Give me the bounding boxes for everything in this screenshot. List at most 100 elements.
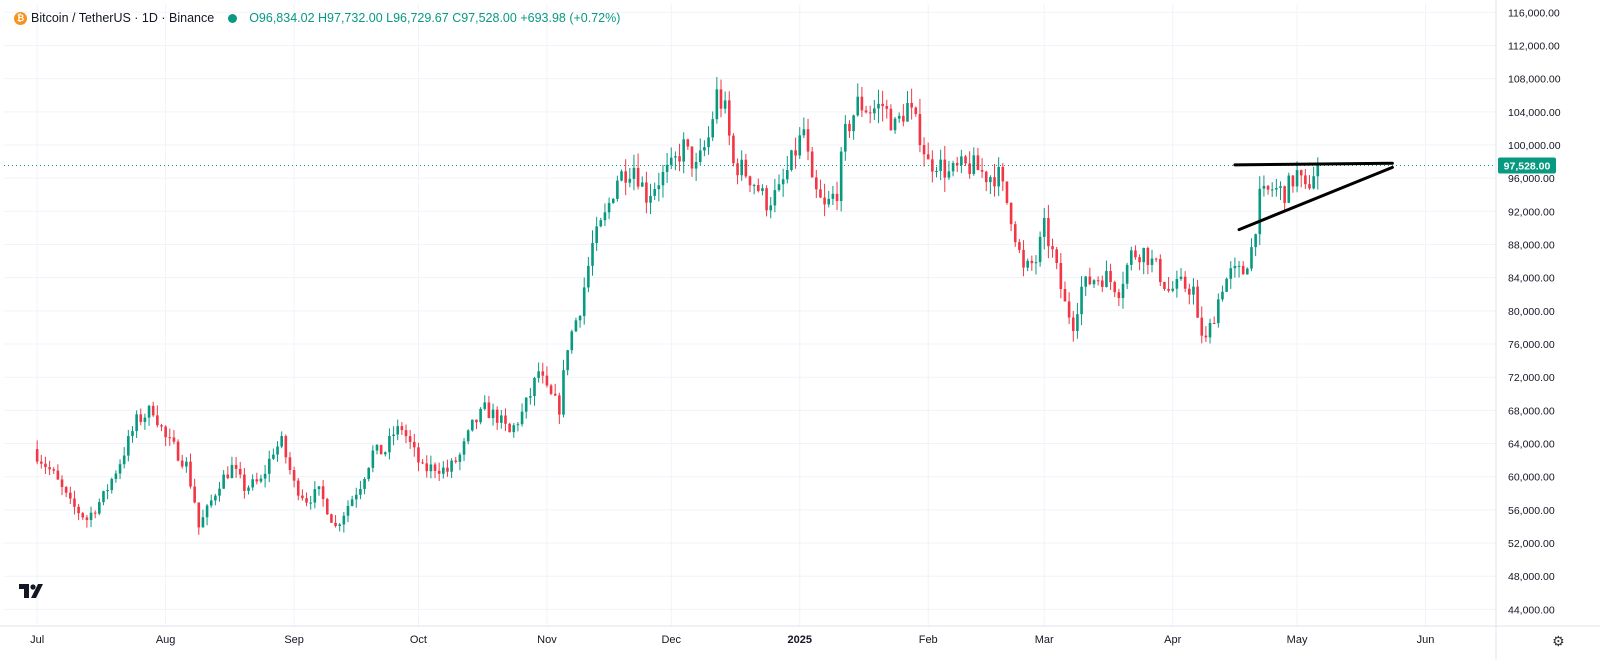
candle-body[interactable]	[537, 371, 540, 378]
candle-body[interactable]	[632, 167, 636, 179]
candle-body[interactable]	[56, 470, 60, 480]
candle-body[interactable]	[661, 171, 665, 186]
candle-body[interactable]	[471, 419, 474, 431]
candle-body[interactable]	[926, 154, 930, 160]
candle-body[interactable]	[744, 159, 748, 177]
candle-body[interactable]	[408, 436, 412, 442]
candle-body[interactable]	[40, 461, 43, 464]
candle-body[interactable]	[1138, 257, 1141, 263]
candle-body[interactable]	[400, 426, 404, 431]
candle-body[interactable]	[404, 430, 408, 437]
candle-body[interactable]	[495, 409, 499, 423]
candle-body[interactable]	[1250, 247, 1253, 269]
candle-body[interactable]	[1080, 286, 1083, 315]
candle-body[interactable]	[342, 515, 346, 525]
candle-body[interactable]	[193, 486, 196, 503]
candle-body[interactable]	[873, 108, 876, 114]
candle-body[interactable]	[218, 488, 221, 496]
candle-body[interactable]	[1167, 288, 1170, 291]
candle-body[interactable]	[587, 265, 590, 288]
candle-body[interactable]	[267, 458, 271, 474]
candle-body[interactable]	[649, 195, 652, 203]
candle-body[interactable]	[446, 467, 449, 472]
candle-body[interactable]	[777, 184, 781, 191]
candle-body[interactable]	[1283, 186, 1286, 203]
candle-body[interactable]	[1030, 260, 1034, 264]
candle-body[interactable]	[189, 461, 192, 487]
candle-body[interactable]	[226, 474, 230, 479]
candle-body[interactable]	[611, 198, 615, 203]
candle-body[interactable]	[657, 185, 661, 190]
candle-body[interactable]	[1200, 317, 1204, 336]
candle-body[interactable]	[89, 512, 93, 520]
candle-body[interactable]	[379, 444, 383, 455]
candle-body[interactable]	[466, 430, 470, 442]
candle-body[interactable]	[790, 150, 793, 171]
candle-body[interactable]	[665, 164, 669, 172]
candle-body[interactable]	[902, 115, 905, 122]
candle-body[interactable]	[1270, 189, 1274, 191]
candle-body[interactable]	[147, 405, 151, 418]
candle-body[interactable]	[201, 517, 205, 528]
candle-body[interactable]	[309, 502, 312, 504]
candle-body[interactable]	[1192, 286, 1195, 295]
candle-body[interactable]	[118, 464, 122, 474]
candle-body[interactable]	[868, 112, 872, 114]
candle-body[interactable]	[831, 193, 835, 199]
candle-body[interactable]	[773, 190, 777, 206]
candle-body[interactable]	[102, 491, 105, 503]
candle-body[interactable]	[114, 473, 118, 480]
candle-body[interactable]	[69, 492, 72, 499]
candle-body[interactable]	[1246, 268, 1249, 275]
candle-body[interactable]	[839, 151, 843, 202]
candle-body[interactable]	[943, 159, 947, 178]
candle-body[interactable]	[786, 170, 789, 180]
candle-body[interactable]	[1026, 260, 1029, 268]
candle-body[interactable]	[1051, 246, 1054, 250]
candle-body[interactable]	[1067, 301, 1071, 318]
candle-body[interactable]	[214, 495, 217, 501]
candle-body[interactable]	[1233, 265, 1237, 269]
candle-body[interactable]	[1038, 236, 1042, 263]
candle-body[interactable]	[93, 512, 97, 514]
candle-body[interactable]	[889, 108, 893, 131]
candle-body[interactable]	[984, 171, 988, 183]
candle-body[interactable]	[711, 119, 714, 138]
candle-body[interactable]	[897, 115, 901, 119]
candle-body[interactable]	[255, 479, 259, 482]
candle-body[interactable]	[698, 150, 702, 163]
candle-body[interactable]	[458, 454, 462, 462]
candle-body[interactable]	[1018, 242, 1021, 250]
candle-body[interactable]	[81, 513, 85, 518]
candle-body[interactable]	[935, 170, 938, 172]
candle-body[interactable]	[748, 176, 752, 186]
candle-body[interactable]	[558, 395, 561, 415]
candle-body[interactable]	[321, 486, 325, 500]
candle-body[interactable]	[686, 139, 690, 147]
candle-body[interactable]	[723, 100, 727, 109]
candle-body[interactable]	[413, 441, 416, 448]
candle-body[interactable]	[1150, 258, 1154, 265]
candle-body[interactable]	[168, 437, 172, 439]
candle-body[interactable]	[736, 163, 739, 176]
candle-body[interactable]	[197, 502, 201, 528]
candle-body[interactable]	[292, 470, 296, 481]
candle-body[interactable]	[417, 447, 420, 463]
candle-body[interactable]	[296, 480, 300, 496]
candle-body[interactable]	[781, 179, 785, 185]
candle-body[interactable]	[595, 226, 598, 244]
candle-body[interactable]	[288, 457, 292, 471]
candle-body[interactable]	[330, 514, 333, 523]
candle-body[interactable]	[1076, 314, 1079, 331]
candle-body[interactable]	[1154, 258, 1158, 260]
candle-body[interactable]	[421, 462, 424, 464]
candle-body[interactable]	[1208, 322, 1212, 338]
candle-body[interactable]	[1279, 186, 1282, 188]
candle-body[interactable]	[462, 441, 466, 455]
candle-body[interactable]	[582, 287, 586, 317]
candle-body[interactable]	[1175, 279, 1179, 289]
candle-body[interactable]	[284, 436, 288, 458]
candle-body[interactable]	[1221, 291, 1224, 300]
candle-body[interactable]	[815, 177, 818, 190]
